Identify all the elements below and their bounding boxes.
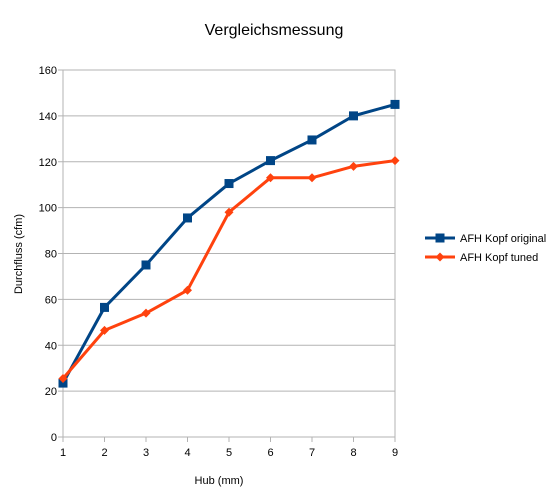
chart-title: Vergleichsmessung xyxy=(205,22,344,39)
data-point xyxy=(307,135,317,145)
y-tick-label: 60 xyxy=(45,294,57,306)
series-line xyxy=(61,102,396,384)
x-tick-label: 9 xyxy=(392,447,398,459)
legend-item: AFH Kopf tuned xyxy=(425,252,538,264)
data-point xyxy=(349,161,358,171)
x-tick-label: 3 xyxy=(143,447,149,459)
data-point xyxy=(390,99,400,109)
data-point xyxy=(183,213,192,223)
y-tick-label: 120 xyxy=(39,157,57,169)
grid xyxy=(63,69,395,438)
series-line xyxy=(61,159,396,380)
data-point xyxy=(435,233,445,243)
series-1 xyxy=(58,99,400,388)
x-axis-title: Hub (mm) xyxy=(195,475,244,487)
data-point xyxy=(266,173,275,183)
y-tick-label: 20 xyxy=(45,386,57,398)
data-point xyxy=(100,325,109,335)
legend-label: AFH Kopf tuned xyxy=(460,252,538,264)
data-point xyxy=(435,252,445,262)
data-point xyxy=(349,111,358,121)
data-point xyxy=(58,374,68,384)
y-axis-title: Durchfluss (cfm) xyxy=(13,214,25,294)
data-point xyxy=(58,378,68,388)
series-group xyxy=(58,99,400,388)
x-tick-label: 8 xyxy=(350,447,356,459)
data-point xyxy=(390,156,400,166)
data-point xyxy=(141,308,151,318)
y-tick-label: 40 xyxy=(45,340,57,352)
data-point xyxy=(224,179,234,189)
y-axis: 0 20 40 60 80 100 120 140 160 xyxy=(39,65,63,444)
x-tick-label: 4 xyxy=(184,447,190,459)
data-point xyxy=(141,260,151,270)
legend-label: AFH Kopf original xyxy=(460,233,546,245)
legend-item: AFH Kopf original xyxy=(425,233,546,245)
legend: AFH Kopf original AFH Kopf tuned xyxy=(425,233,546,264)
data-point xyxy=(183,285,192,295)
data-point xyxy=(266,156,275,166)
y-tick-label: 140 xyxy=(39,111,57,123)
y-tick-label: 80 xyxy=(45,249,57,261)
data-point xyxy=(224,207,234,217)
x-tick-label: 6 xyxy=(267,447,273,459)
data-point xyxy=(307,173,317,183)
x-tick-label: 1 xyxy=(60,447,66,459)
x-axis: 1 2 3 4 5 6 7 8 9 xyxy=(60,437,398,459)
y-tick-label: 160 xyxy=(39,65,57,77)
x-tick-label: 7 xyxy=(309,447,315,459)
data-point xyxy=(100,302,109,312)
x-tick-label: 2 xyxy=(101,447,107,459)
x-tick-label: 5 xyxy=(226,447,232,459)
series-2 xyxy=(58,156,400,384)
y-tick-label: 0 xyxy=(51,432,57,444)
y-tick-label: 100 xyxy=(39,203,57,215)
